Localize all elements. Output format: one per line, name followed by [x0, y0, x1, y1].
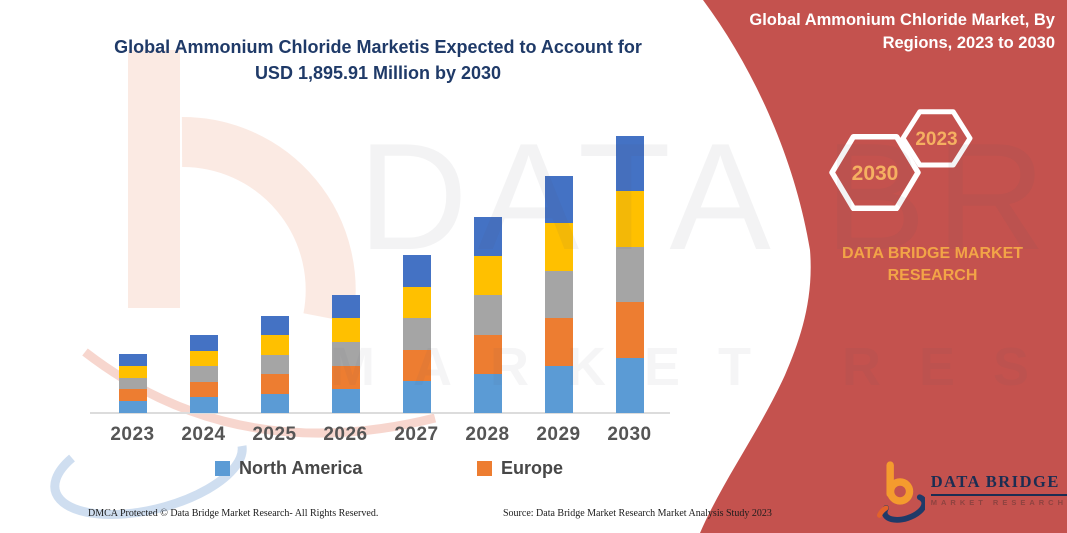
hexagon-2030-label: 2030	[852, 162, 899, 185]
bar-segment-2024	[189, 366, 218, 382]
bar-segment-2025	[260, 374, 289, 394]
bar-segment-2028	[473, 334, 502, 374]
bar-segment-2023	[118, 354, 147, 366]
bar-segment-2025	[260, 354, 289, 375]
bar-2026	[331, 294, 360, 413]
bar-segment-2027	[402, 286, 431, 319]
bar-segment-2028	[473, 256, 502, 296]
bar-segment-2030	[615, 246, 644, 303]
bar-2029	[544, 176, 573, 413]
brand-wordmark: DATA BRIDGE MARKET RESEARCH	[830, 243, 1035, 286]
footer-source: Source: Data Bridge Market Research Mark…	[503, 508, 772, 519]
x-axis-label-2028: 2028	[465, 424, 510, 445]
logo-swirl-orange-tail	[877, 505, 889, 518]
bar-segment-2027	[402, 318, 431, 350]
chart-title: Global Ammonium Chloride Marketis Expect…	[92, 34, 664, 86]
logo-divider	[930, 493, 1067, 496]
footer-dmca: DMCA Protected © Data Bridge Market Rese…	[88, 508, 379, 519]
panel-title-line2: Regions, 2023 to 2030	[882, 34, 1055, 53]
bar-segment-2024	[189, 335, 218, 351]
hexagon-badges: 2030 2023	[829, 109, 973, 212]
chart-title-line2: USD 1,895.91 Million by 2030	[254, 63, 502, 84]
bar-segment-2029	[544, 270, 573, 319]
bar-2025	[260, 316, 289, 413]
bar-2028	[473, 217, 502, 413]
bar-segment-2024	[189, 350, 218, 367]
legend-label-north-america: North America	[239, 458, 363, 478]
bar-segment-2026	[331, 389, 360, 413]
hexagon-2030-outline	[829, 133, 921, 212]
bar-segment-2029	[544, 223, 573, 271]
bar-segment-2026	[331, 365, 360, 390]
bar-segment-2025	[260, 393, 289, 413]
bar-segment-2024	[189, 397, 218, 413]
bar-segment-2027	[402, 349, 431, 382]
legend-swatch-europe	[477, 461, 492, 476]
bar-segment-2029	[544, 365, 573, 413]
bar-segment-2030	[615, 302, 644, 358]
bar-2024	[189, 335, 218, 413]
x-axis-label-2030: 2030	[607, 424, 652, 445]
x-axis-label-2027: 2027	[394, 424, 439, 445]
bar-segment-2023	[118, 389, 147, 402]
panel-title: Global Ammonium Chloride Market, By Regi…	[710, 9, 1055, 55]
legend-label-europe: Europe	[501, 458, 564, 478]
x-axis-label-2023: 2023	[110, 424, 155, 445]
logo-swirl-navy	[881, 494, 925, 523]
bar-segment-2027	[402, 255, 431, 287]
brand-line2: RESEARCH	[887, 266, 978, 284]
x-axis-line	[90, 412, 670, 414]
bar-segment-2030	[615, 191, 644, 247]
x-axis-label-2026: 2026	[323, 424, 368, 445]
bar-segment-2028	[473, 217, 502, 257]
bar-segment-2026	[331, 341, 360, 366]
x-axis-label-2024: 2024	[181, 424, 226, 445]
bar-2027	[402, 255, 431, 413]
x-axis-label-2025: 2025	[252, 424, 297, 445]
bar-segment-2023	[118, 365, 147, 378]
bar-segment-2027	[402, 381, 431, 413]
bar-segment-2026	[331, 294, 360, 319]
hexagon-2023-outline	[900, 109, 973, 168]
chart-title-line1: Global Ammonium Chloride Marketis Expect…	[114, 37, 642, 57]
logo-name: DATA BRIDGE	[930, 471, 1060, 491]
bar-segment-2024	[189, 381, 218, 398]
databridge-logo: DATA BRIDGE MARKET RESEARCH	[877, 450, 1067, 528]
bar-segment-2030	[615, 357, 644, 413]
bar-segment-2028	[473, 373, 502, 413]
bar-2023	[118, 354, 147, 413]
bar-segment-2029	[544, 176, 573, 224]
bar-2030	[615, 136, 644, 413]
databridge-logo-icon	[877, 461, 925, 523]
logo-text-block: DATA BRIDGE MARKET RESEARCH	[930, 471, 1067, 507]
legend-swatch-north-america	[215, 461, 230, 476]
bar-segment-2030	[615, 136, 644, 192]
bar-segment-2023	[118, 377, 147, 390]
bar-segment-2025	[260, 316, 289, 336]
bar-segment-2028	[473, 295, 502, 335]
panel-title-line1: Global Ammonium Chloride Market, By	[749, 11, 1055, 29]
bar-segment-2023	[118, 401, 147, 413]
brand-line1: DATA BRIDGE MARKET	[841, 245, 1024, 262]
bar-segment-2025	[260, 335, 289, 355]
legend-item-europe: Europe	[477, 458, 563, 479]
bar-segment-2026	[331, 318, 360, 342]
logo-subtitle: MARKET RESEARCH	[930, 497, 1067, 507]
x-axis-label-2029: 2029	[536, 424, 581, 445]
legend-item-north-america: North America	[215, 458, 362, 479]
hexagon-2023-label: 2023	[915, 129, 957, 150]
bar-segment-2029	[544, 318, 573, 366]
logo-b-bowl	[886, 478, 914, 505]
